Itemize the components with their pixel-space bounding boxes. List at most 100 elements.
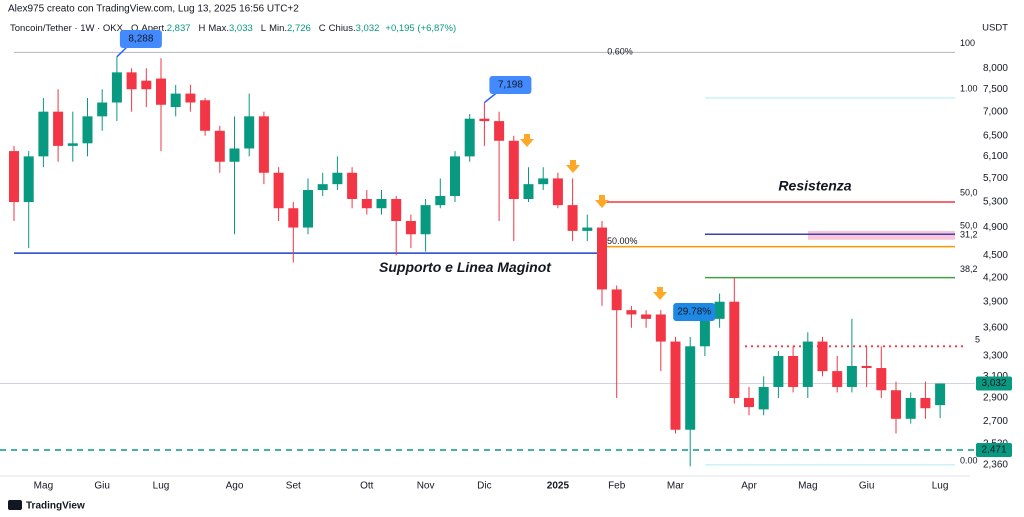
candle-body <box>508 140 519 200</box>
y-tick-label: 8,000 <box>983 63 1008 74</box>
legend-value: 3,032 <box>356 23 380 34</box>
candle-body <box>729 301 740 398</box>
candle-body <box>38 111 49 157</box>
candle-body <box>935 383 946 406</box>
legend-value: 3,033 <box>229 23 253 34</box>
y-tick-label: 2,900 <box>983 393 1008 404</box>
y-tick-label: 3,600 <box>983 322 1008 333</box>
legend-key: O <box>131 23 138 34</box>
x-tick-label: Ago <box>226 481 244 492</box>
legend-change: +0,195 (+6,87%) <box>385 23 456 34</box>
candle-body <box>582 227 593 231</box>
candle-body <box>23 156 34 203</box>
arrow-marker <box>520 134 534 147</box>
candle-body <box>538 178 549 185</box>
currency: USDT <box>982 23 1008 34</box>
candle-body <box>714 301 725 319</box>
callout-label: 7,198 <box>498 80 523 91</box>
x-tick-label: Giu <box>94 481 110 492</box>
candle-body <box>641 314 652 319</box>
y-tick-label: 3,100 <box>983 371 1008 382</box>
candle-body <box>817 341 828 372</box>
annotation: Resistenza <box>778 178 851 194</box>
symbol: Toncoin/Tether · 1W · OKX <box>10 23 124 34</box>
level-label: 100 <box>960 38 975 48</box>
legend-key: H <box>199 23 206 34</box>
x-tick-label: Nov <box>417 481 435 492</box>
candle-body <box>494 121 505 141</box>
y-tick-label: 3,900 <box>983 296 1008 307</box>
candle-body <box>156 78 166 105</box>
y-tick-label: 5,300 <box>983 197 1008 208</box>
y-tick-label: 4,900 <box>983 222 1008 233</box>
level-label: 50,0 <box>960 187 978 197</box>
candle-body <box>611 289 622 311</box>
level-label: 5 <box>975 335 980 345</box>
candle-body <box>229 148 240 162</box>
candle-body <box>685 346 696 430</box>
arrow-marker <box>653 287 667 300</box>
candle-body <box>214 130 225 162</box>
y-tick-label: 2,700 <box>983 416 1008 427</box>
legend-value: 2,837 <box>167 23 191 34</box>
y-tick-label: 6,100 <box>983 151 1008 162</box>
x-tick-label: Set <box>286 481 301 492</box>
candle-body <box>303 190 313 228</box>
legend-key: C <box>319 23 326 34</box>
price-tag <box>976 376 1012 391</box>
candle-body <box>846 365 857 387</box>
x-tick-label: Ott <box>360 481 374 492</box>
arrow-marker <box>595 195 609 208</box>
y-tick-label: 4,500 <box>983 250 1008 261</box>
candle-body <box>479 118 490 122</box>
candle-body <box>273 172 284 209</box>
candle-body <box>347 172 358 200</box>
level-label: Supporto e Linea Maginot <box>379 259 552 275</box>
legend-name: Min. <box>269 23 287 34</box>
x-tick-label: Feb <box>608 481 626 492</box>
x-tick-label: Mag <box>798 481 817 492</box>
candle-body <box>773 356 784 387</box>
candle-body <box>891 390 901 419</box>
legend-key: L <box>261 23 266 34</box>
x-tick-label: Giu <box>859 481 875 492</box>
candle-body <box>905 397 916 419</box>
candle-body <box>861 365 872 369</box>
candle-body <box>391 199 402 221</box>
x-tick-label: Dic <box>477 481 491 492</box>
arrow-marker <box>566 160 580 173</box>
candle-body <box>876 368 887 391</box>
y-tick-label: 2,360 <box>983 460 1008 471</box>
y-tick-label: 7,500 <box>983 84 1008 95</box>
candle-body <box>464 118 475 157</box>
candle-body <box>670 341 681 430</box>
y-tick-label: 3,300 <box>983 351 1008 362</box>
candle-body <box>788 356 799 387</box>
y-tick-label: 7,000 <box>983 106 1008 117</box>
candle-body <box>420 205 431 235</box>
callout-pointer <box>483 92 497 104</box>
legend-value: 2,726 <box>287 23 311 34</box>
price-tag-label: 2,471 <box>981 445 1006 456</box>
candle-body <box>185 93 196 103</box>
callout-box <box>673 303 716 321</box>
legend: Toncoin/Tether · 1W · OKX O Apert.2,837 H Ma… <box>10 23 456 34</box>
candle-body <box>405 220 416 235</box>
x-tick-label: 2025 <box>547 481 570 492</box>
candle-body <box>53 111 64 146</box>
credit: Alex975 creato con TradingView.com, Lug … <box>8 4 299 15</box>
candle-body <box>67 143 78 146</box>
level-label: 1.00 <box>960 83 978 93</box>
y-tick-label: 5,700 <box>983 173 1008 184</box>
level-label: 0.00 <box>960 455 978 465</box>
price-tag <box>976 443 1012 458</box>
callout-box <box>489 76 532 94</box>
candle-body <box>288 208 299 228</box>
candle-body <box>920 397 931 409</box>
candle-body <box>376 199 387 209</box>
candle-body <box>744 397 754 408</box>
candle-body <box>552 178 563 206</box>
x-tick-label: Lug <box>932 481 949 492</box>
candle-body <box>567 205 578 231</box>
